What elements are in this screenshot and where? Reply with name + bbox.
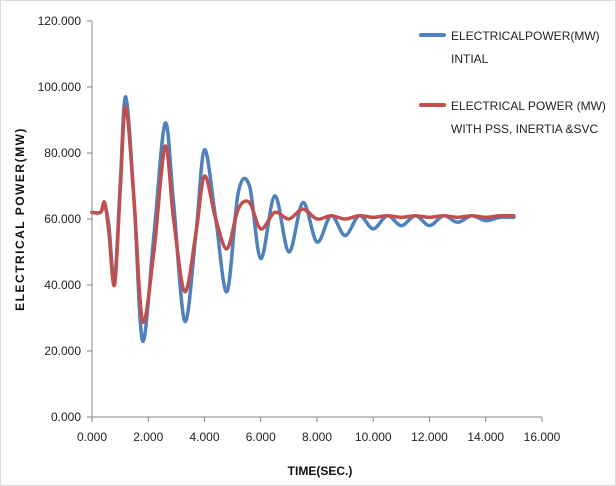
legend: ELECTRICALPOWER(MW) INTIAL ELECTRICAL PO…: [419, 29, 606, 136]
x-tick-label: 0.000: [77, 430, 107, 444]
x-tick-label: 14.000: [467, 430, 504, 444]
y-tick-label: 80.000: [44, 146, 81, 160]
legend-label-initial-line1: ELECTRICALPOWER(MW): [451, 29, 600, 43]
y-tick-label: 100.000: [38, 80, 82, 94]
x-tick-label: 6.000: [246, 430, 276, 444]
series-layer: [90, 95, 516, 343]
x-axis-title: TIME(SEC.): [288, 464, 353, 478]
x-tick-label: 10.000: [355, 430, 392, 444]
x-tick-label: 12.000: [411, 430, 448, 444]
legend-label-pss-line1: ELECTRICAL POWER (MW): [451, 99, 606, 113]
series-line-pss-inertia-svc: [90, 105, 516, 324]
y-tick-label: 40.000: [44, 278, 81, 292]
y-ticks: 0.000 20.000 40.000 60.000 80.000 100.000 120.…: [38, 14, 92, 424]
legend-label-pss-line2: WITH PSS, INERTIA &SVC: [451, 122, 598, 136]
legend-label-initial-line2: INTIAL: [451, 52, 489, 66]
x-tick-label: 16.000: [524, 430, 561, 444]
y-tick-label: 120.000: [38, 14, 82, 28]
x-tick-label: 8.000: [302, 430, 332, 444]
y-tick-label: 0.000: [51, 410, 81, 424]
y-tick-label: 20.000: [44, 344, 81, 358]
y-tick-label: 60.000: [44, 212, 81, 226]
x-tick-label: 4.000: [189, 430, 219, 444]
y-axis-title: ELECTRICAL POWER(MW): [13, 127, 27, 311]
x-ticks: 0.000 2.000 4.000 6.000 8.000 10.000 12.000 14.…: [77, 417, 561, 444]
x-tick-label: 2.000: [133, 430, 163, 444]
